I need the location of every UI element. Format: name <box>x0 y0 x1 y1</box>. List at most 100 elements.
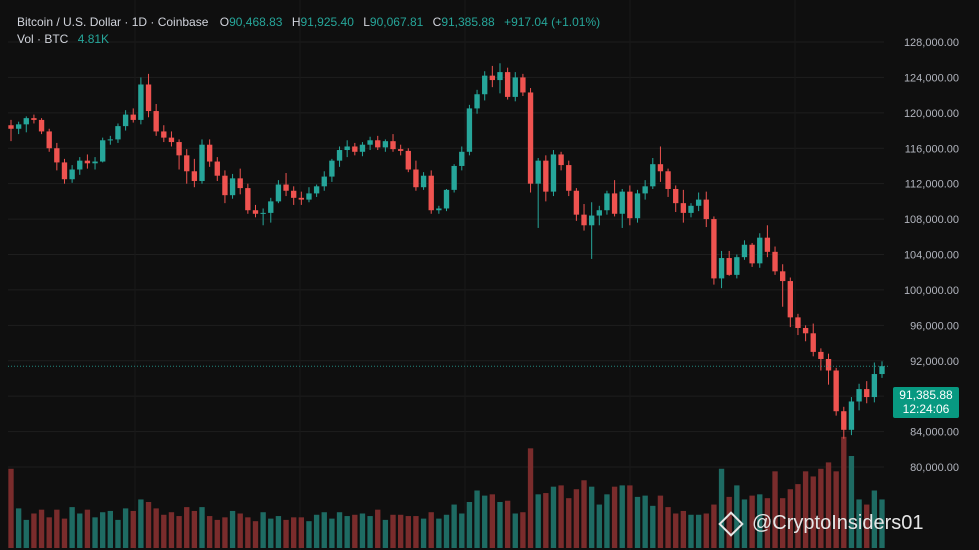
candle-body[interactable] <box>390 141 396 150</box>
candle-body[interactable] <box>275 184 282 202</box>
candle-body[interactable] <box>627 191 633 219</box>
candle-body[interactable] <box>306 193 312 200</box>
candle-body[interactable] <box>520 77 526 93</box>
candle-body[interactable] <box>650 164 656 187</box>
candle-body[interactable] <box>191 171 198 182</box>
candle-body[interactable] <box>512 77 518 97</box>
candle-body[interactable] <box>352 146 358 152</box>
candle-body[interactable] <box>856 389 862 402</box>
candle-body[interactable] <box>138 84 144 120</box>
candle-body[interactable] <box>535 160 541 184</box>
candle-body[interactable] <box>688 205 694 213</box>
candle-body[interactable] <box>260 212 266 214</box>
candle-body[interactable] <box>550 154 557 192</box>
candle-body[interactable] <box>130 114 136 120</box>
candle-body[interactable] <box>787 281 793 318</box>
candle-body[interactable] <box>489 75 496 81</box>
candle-body[interactable] <box>61 162 68 180</box>
candle-body[interactable] <box>841 411 847 430</box>
candle-body[interactable] <box>619 191 625 214</box>
candle-body[interactable] <box>8 125 14 129</box>
candle-body[interactable] <box>268 201 274 213</box>
candle-body[interactable] <box>283 184 289 191</box>
candle-body[interactable] <box>367 140 373 145</box>
candle-body[interactable] <box>115 126 121 140</box>
candle-body[interactable] <box>359 144 366 152</box>
candle-body[interactable] <box>336 150 343 161</box>
candle-body[interactable] <box>161 131 167 138</box>
candle-body[interactable] <box>879 366 885 375</box>
candle-body[interactable] <box>596 210 602 216</box>
candle-body[interactable] <box>764 237 771 252</box>
candle-body[interactable] <box>810 333 816 352</box>
candle-body[interactable] <box>168 137 175 143</box>
candle-body[interactable] <box>703 199 709 220</box>
candle-body[interactable] <box>573 190 580 215</box>
candle-body[interactable] <box>38 119 45 132</box>
candle-body[interactable] <box>497 72 503 81</box>
candle-body[interactable] <box>459 151 465 166</box>
candle-body[interactable] <box>291 190 297 198</box>
candle-body[interactable] <box>321 176 327 187</box>
candle-body[interactable] <box>405 150 411 170</box>
candle-body[interactable] <box>413 169 419 188</box>
candle-body[interactable] <box>199 144 205 182</box>
candle-body[interactable] <box>153 111 159 132</box>
candle-body[interactable] <box>504 72 511 97</box>
candle-body[interactable] <box>329 160 335 177</box>
candle-body[interactable] <box>313 186 320 194</box>
candle-body[interactable] <box>726 258 732 275</box>
volume-label[interactable]: Vol · BTC <box>17 32 69 46</box>
candle-body[interactable] <box>825 358 832 371</box>
candle-body[interactable] <box>818 351 824 359</box>
candle-body[interactable] <box>245 188 251 211</box>
candle-body[interactable] <box>100 140 106 162</box>
candle-body[interactable] <box>428 175 434 211</box>
candle-body[interactable] <box>718 258 725 279</box>
candle-body[interactable] <box>680 203 687 213</box>
candle-body[interactable] <box>657 164 664 172</box>
candle-body[interactable] <box>214 161 220 176</box>
candle-body[interactable] <box>558 154 564 166</box>
candle-body[interactable] <box>451 165 457 190</box>
candle-body[interactable] <box>741 244 748 258</box>
candle-body[interactable] <box>581 214 587 226</box>
candle-body[interactable] <box>252 210 259 214</box>
candle-body[interactable] <box>474 94 480 109</box>
candle-body[interactable] <box>84 160 91 164</box>
candle-body[interactable] <box>749 244 755 264</box>
candle-body[interactable] <box>780 271 786 282</box>
candle-body[interactable] <box>604 193 610 211</box>
candle-body[interactable] <box>46 131 52 149</box>
candle-body[interactable] <box>611 193 618 214</box>
candle-body[interactable] <box>382 141 389 148</box>
candle-body[interactable] <box>695 199 702 206</box>
candle-body[interactable] <box>184 155 190 172</box>
candle-body[interactable] <box>466 108 473 152</box>
candle-body[interactable] <box>443 189 450 209</box>
candle-body[interactable] <box>222 175 228 196</box>
candle-body[interactable] <box>642 186 648 194</box>
candle-body[interactable] <box>145 84 152 112</box>
candle-body[interactable] <box>802 327 809 334</box>
candle-body[interactable] <box>482 75 488 95</box>
candle-body[interactable] <box>757 237 763 264</box>
candle-body[interactable] <box>31 118 37 120</box>
candle-body[interactable] <box>734 257 740 275</box>
candle-body[interactable] <box>436 208 442 211</box>
candle-body[interactable] <box>397 149 404 151</box>
candle-body[interactable] <box>772 251 778 272</box>
candle-body[interactable] <box>23 118 29 125</box>
candle-body[interactable] <box>229 178 236 196</box>
candle-body[interactable] <box>527 92 534 184</box>
candle-body[interactable] <box>54 148 60 163</box>
candle-body[interactable] <box>176 142 182 156</box>
candle-body[interactable] <box>92 161 98 164</box>
candle-body[interactable] <box>69 169 75 180</box>
candle-body[interactable] <box>122 114 129 127</box>
candle-body[interactable] <box>833 370 839 412</box>
candle-body[interactable] <box>420 175 427 188</box>
candle-body[interactable] <box>795 317 801 328</box>
